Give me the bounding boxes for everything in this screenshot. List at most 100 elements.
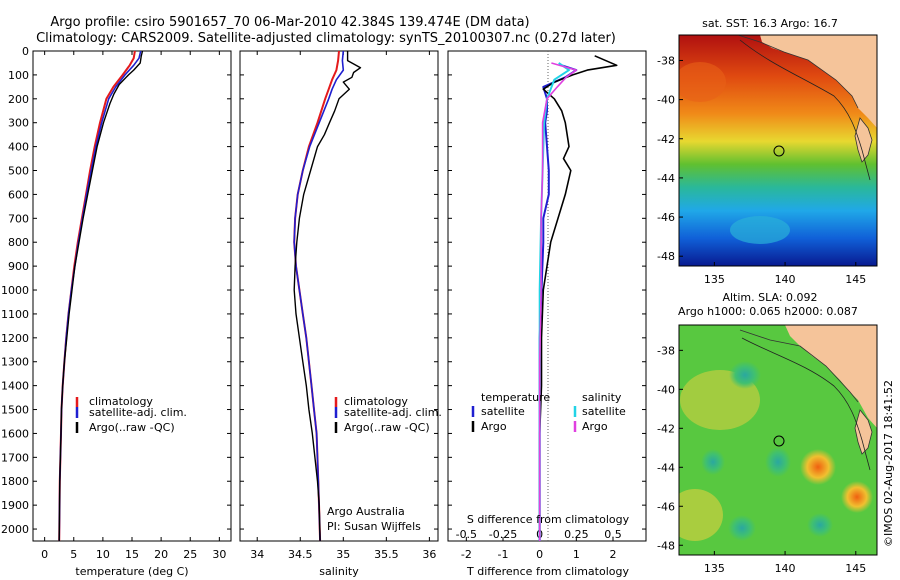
temperature-x-tick-label: 5 — [70, 548, 77, 561]
map-y-tick-label: -42 — [657, 133, 675, 146]
map-y-tick-label: -46 — [657, 500, 675, 513]
sla-low-patch-5 — [807, 513, 833, 537]
legend-label-climatology: climatology — [89, 395, 153, 408]
depth-tick-label: 1500 — [1, 404, 29, 417]
depth-tick-label: 800 — [8, 236, 29, 249]
salinity-panel-frame — [239, 50, 439, 542]
map-x-tick-label: 135 — [704, 562, 725, 575]
series-salinity-argo — [538, 62, 578, 541]
depth-tick-label: 1300 — [1, 356, 29, 369]
sla-map-title-1: Altim. SLA: 0.092 — [722, 291, 817, 304]
sst-land-mass — [760, 35, 877, 128]
depth-tick-label: 1800 — [1, 475, 29, 488]
series-temperature-satellite — [538, 64, 578, 541]
legend-label-s-argo: Argo — [582, 420, 608, 433]
map-y-tick-label: -48 — [657, 250, 675, 263]
difference-s-tick-label: -0.25 — [489, 528, 517, 541]
map-y-tick-label: -40 — [657, 94, 675, 107]
sla-coastline — [739, 329, 859, 403]
sla-map-title-2: Argo h1000: 0.065 h2000: 0.087 — [678, 305, 858, 318]
difference-x-label: T difference from climatology — [466, 565, 629, 578]
sla-argo-marker — [773, 435, 785, 447]
sla-low-patch-2 — [765, 447, 791, 477]
sla-map — [679, 325, 877, 555]
legend-salinity-heading: salinity — [582, 391, 622, 404]
salinity-x-tick-label: 35.5 — [374, 548, 399, 561]
temperature-x-tick-label: 0 — [41, 548, 48, 561]
depth-tick-label: 0 — [22, 45, 29, 58]
depth-axis-ticks: 0 100 200 300 400 500 600 700 800 900 1000 1100 1200… — [1, 45, 646, 536]
sla-map-frame — [678, 324, 878, 556]
sst-map-title: sat. SST: 16.3 Argo: 16.7 — [702, 17, 838, 30]
map-x-tick-label: 135 — [704, 273, 725, 286]
salinity-profiles — [293, 50, 362, 542]
difference-top-label: S difference from climatology — [467, 513, 630, 526]
depth-tick-label: 200 — [8, 93, 29, 106]
temperature-legend: climatology satellite-adj. clim. Argo(..… — [75, 395, 187, 434]
map-y-tick-label: -42 — [657, 422, 675, 435]
temperature-x-tick-label: 15 — [125, 548, 139, 561]
argo-australia-label: Argo Australia — [327, 505, 405, 518]
depth-tick-label: 1600 — [1, 427, 29, 440]
pi-label: PI: Susan Wijffels — [327, 520, 421, 533]
depth-tick-label: 300 — [8, 117, 29, 130]
salinity-legend: climatology satellite-adj. clim. Argo(..… — [334, 395, 442, 434]
map-y-tick-label: -38 — [657, 54, 675, 67]
sla-hot-spot-1 — [800, 449, 836, 485]
depth-tick-label: 400 — [8, 141, 29, 154]
depth-tick-label: 2000 — [1, 523, 29, 536]
map-y-tick-label: -40 — [657, 383, 675, 396]
salinity-x-tick-label: 34.5 — [288, 548, 313, 561]
difference-panel-frame — [447, 50, 647, 542]
series-argo-raw-qc- — [293, 51, 362, 542]
depth-tick-label: 700 — [8, 212, 29, 225]
depth-tick-label: 1400 — [1, 380, 29, 393]
sst-map-ticks: -38 -40 -42 -44 -46 -48 135 140 145 — [657, 54, 866, 286]
map-y-tick-label: -48 — [657, 539, 675, 552]
salinity-x-ticks: 34 34.5 35 35.5 36 — [250, 51, 436, 561]
sla-land-mass — [785, 325, 877, 428]
depth-tick-label: 600 — [8, 188, 29, 201]
sst-isobath — [739, 39, 871, 181]
series-temperature-argo — [538, 55, 618, 541]
difference-legend: temperature salinity satellite Argo sate… — [471, 391, 626, 433]
title-line-1: Argo profile: csiro 5901657_70 06-Mar-20… — [50, 15, 529, 30]
sst-coastline — [737, 35, 859, 109]
legend-label-satellite: satellite-adj. clim. — [89, 406, 187, 419]
depth-tick-label: 1100 — [1, 308, 29, 321]
salinity-x-tick-label: 34 — [250, 548, 264, 561]
difference-s-tick-label: 0.5 — [604, 528, 622, 541]
legend-label-s-satellite: satellite — [582, 405, 626, 418]
temperature-x-label: temperature (deg C) — [75, 565, 188, 578]
sla-low-patch-4 — [728, 515, 756, 541]
sla-map-ticks: -38 -40 -42 -44 -46 -48 135 140 145 — [657, 344, 866, 575]
difference-x-ticks: -2 -1 0 1 2-0.5 -0.25 0 0.25 0.5 — [456, 528, 622, 561]
difference-t-tick-label: -2 — [461, 548, 472, 561]
difference-t-tick-label: 2 — [610, 548, 617, 561]
series-satellite-adj-clim- — [293, 50, 345, 542]
depth-tick-label: 1700 — [1, 451, 29, 464]
legend-label-climatology: climatology — [344, 395, 408, 408]
sst-tasmania — [854, 117, 873, 163]
difference-s-tick-label: -0.5 — [456, 528, 477, 541]
imos-credit: ©IMOS 02-Aug-2017 18:41:52 — [882, 380, 895, 547]
difference-profiles — [538, 55, 618, 541]
temperature-panel-frame — [32, 50, 232, 542]
map-x-tick-label: 140 — [775, 273, 796, 286]
map-x-tick-label: 140 — [775, 562, 796, 575]
legend-label-satellite: satellite-adj. clim. — [344, 406, 442, 419]
map-y-tick-label: -44 — [657, 172, 675, 185]
title-line-2: Climatology: CARS2009. Satellite-adjuste… — [36, 31, 616, 46]
temperature-profiles — [58, 50, 144, 542]
salinity-x-tick-label: 35 — [336, 548, 350, 561]
legend-label-t-satellite: satellite — [481, 405, 525, 418]
difference-s-tick-label: 0.25 — [564, 528, 589, 541]
sst-warm-patch — [679, 62, 726, 102]
depth-tick-label: 1200 — [1, 332, 29, 345]
series-argo-raw-qc- — [58, 50, 144, 542]
series-salinity-satellite — [538, 62, 570, 541]
sla-warm-patch-2 — [679, 489, 723, 541]
sla-low-patch-3 — [701, 449, 725, 475]
sla-hot-spot-2 — [841, 481, 873, 513]
depth-tick-label: 1900 — [1, 499, 29, 512]
